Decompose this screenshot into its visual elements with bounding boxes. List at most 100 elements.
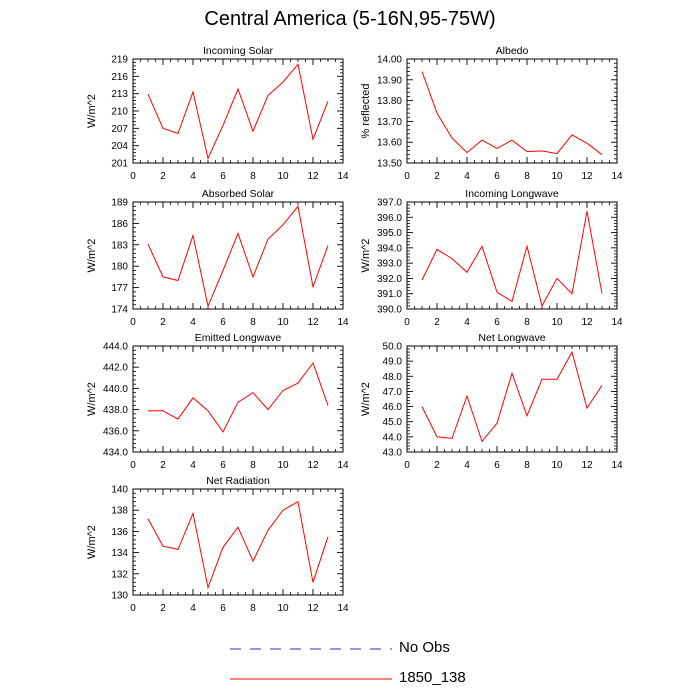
chart-absorbed-solar: Absorbed Solar W/m^2 0 2 4 6 8 10 12 14 174 177 180 1… (86, 188, 349, 328)
x-tick-label: 10 (551, 171, 563, 182)
y-axis-label: W/m^2 (360, 239, 372, 273)
x-tick-label: 2 (160, 317, 166, 328)
chart-incoming-solar: Incoming Solar W/m^2 0 2 4 6 8 10 12 14 201 204 207 2… (86, 45, 349, 182)
y-tick-label: 13.50 (377, 159, 402, 170)
plot-frame (132, 201, 344, 310)
x-tick-label: 12 (307, 603, 319, 614)
y-tick-label: 394.0 (377, 243, 402, 254)
y-tick-label: 13.70 (377, 117, 402, 128)
y-tick-label: 183 (111, 240, 128, 251)
y-tick-label: 397.0 (377, 198, 402, 209)
x-tick-label: 2 (160, 460, 166, 471)
x-tick-label: 12 (581, 460, 593, 471)
x-tick-label: 14 (611, 460, 623, 471)
plot-frame (406, 201, 618, 310)
x-tick-label: 4 (190, 460, 196, 471)
x-tick-label: 4 (464, 460, 470, 471)
y-tick-label: 391.0 (377, 289, 402, 300)
y-tick-label: 43.0 (383, 448, 403, 459)
chart-albedo: Albedo % reflected 0 2 4 6 8 10 12 14 13.50 13.60 13… (360, 45, 623, 182)
y-tick-label: 13.90 (377, 75, 402, 86)
y-tick-label: 50.0 (383, 342, 403, 353)
y-tick-label: 134 (111, 548, 128, 559)
x-tick-label: 8 (524, 171, 530, 182)
y-tick-label: 49.0 (383, 357, 403, 368)
x-tick-label: 4 (464, 317, 470, 328)
y-tick-label: 396.0 (377, 213, 402, 224)
series-line-1850-138 (147, 500, 329, 590)
x-tick-label: 10 (551, 460, 563, 471)
y-axis-label: W/m^2 (86, 239, 98, 273)
x-tick-label: 2 (434, 171, 440, 182)
y-tick-label: 442.0 (103, 363, 128, 374)
series-line-1850-138 (421, 211, 603, 308)
y-tick-label: 390.0 (377, 305, 402, 316)
y-tick-label: 140 (111, 485, 128, 496)
chart-net-longwave: Net Longwave W/m^2 0 2 4 6 8 10 12 14 43.0 44.0 45.0… (360, 332, 623, 471)
legend-label-1850-138: 1850_138 (399, 669, 466, 686)
x-tick-label: 4 (190, 317, 196, 328)
y-tick-label: 44.0 (383, 432, 403, 443)
y-tick-label: 189 (111, 198, 128, 209)
chart-emitted-longwave: Emitted Longwave W/m^2 0 2 4 6 8 10 12 14 434.0 436… (86, 332, 349, 471)
series-line-1850-138 (147, 205, 329, 308)
y-tick-label: 201 (111, 159, 128, 170)
x-tick-label: 8 (250, 171, 256, 182)
y-tick-label: 47.0 (383, 387, 403, 398)
x-tick-label: 0 (404, 317, 410, 328)
x-tick-label: 2 (434, 317, 440, 328)
y-tick-label: 180 (111, 262, 128, 273)
series-line-1850-138 (421, 350, 603, 443)
legend-label-no-obs: No Obs (399, 639, 450, 656)
y-tick-label: 392.0 (377, 274, 402, 285)
y-axis-label: W/m^2 (360, 382, 372, 416)
x-tick-label: 14 (337, 171, 349, 182)
y-tick-label: 186 (111, 219, 128, 230)
y-tick-label: 216 (111, 72, 128, 83)
y-tick-label: 436.0 (103, 426, 128, 437)
x-tick-label: 10 (551, 317, 563, 328)
x-tick-label: 2 (160, 603, 166, 614)
x-tick-label: 8 (250, 603, 256, 614)
y-tick-label: 213 (111, 89, 128, 100)
y-axis-label: W/m^2 (86, 382, 98, 416)
y-tick-label: 46.0 (383, 402, 403, 413)
x-tick-label: 14 (611, 317, 623, 328)
x-tick-label: 8 (524, 317, 530, 328)
plot-frame (132, 58, 344, 164)
y-tick-label: 444.0 (103, 342, 128, 353)
chart-title: Albedo (496, 45, 529, 57)
x-tick-label: 8 (524, 460, 530, 471)
y-tick-label: 45.0 (383, 417, 403, 428)
y-tick-label: 132 (111, 569, 128, 580)
y-tick-label: 204 (111, 141, 128, 152)
y-axis-label: W/m^2 (86, 525, 98, 559)
x-tick-label: 4 (190, 603, 196, 614)
series-line-1850-138 (148, 361, 329, 433)
x-tick-label: 6 (494, 460, 500, 471)
x-tick-label: 6 (494, 317, 500, 328)
plot-frame (132, 345, 344, 453)
y-tick-label: 219 (111, 55, 128, 66)
chart-title: Incoming Solar (203, 45, 274, 57)
series-line-1850-138 (147, 63, 329, 160)
y-tick-label: 395.0 (377, 228, 402, 239)
x-tick-label: 10 (277, 171, 289, 182)
chart-title: Net Longwave (478, 332, 545, 344)
x-tick-label: 10 (277, 317, 289, 328)
y-tick-label: 440.0 (103, 384, 128, 395)
chart-title: Net Radiation (206, 475, 270, 487)
x-tick-label: 8 (250, 460, 256, 471)
chart-title: Emitted Longwave (195, 332, 282, 344)
x-tick-label: 0 (130, 317, 136, 328)
y-tick-label: 393.0 (377, 259, 402, 270)
x-tick-label: 6 (220, 317, 226, 328)
x-tick-label: 4 (190, 171, 196, 182)
y-tick-label: 130 (111, 591, 128, 602)
x-tick-label: 14 (611, 171, 623, 182)
x-tick-label: 0 (130, 171, 136, 182)
y-tick-label: 48.0 (383, 372, 403, 383)
x-tick-label: 4 (464, 171, 470, 182)
x-tick-label: 0 (130, 603, 136, 614)
